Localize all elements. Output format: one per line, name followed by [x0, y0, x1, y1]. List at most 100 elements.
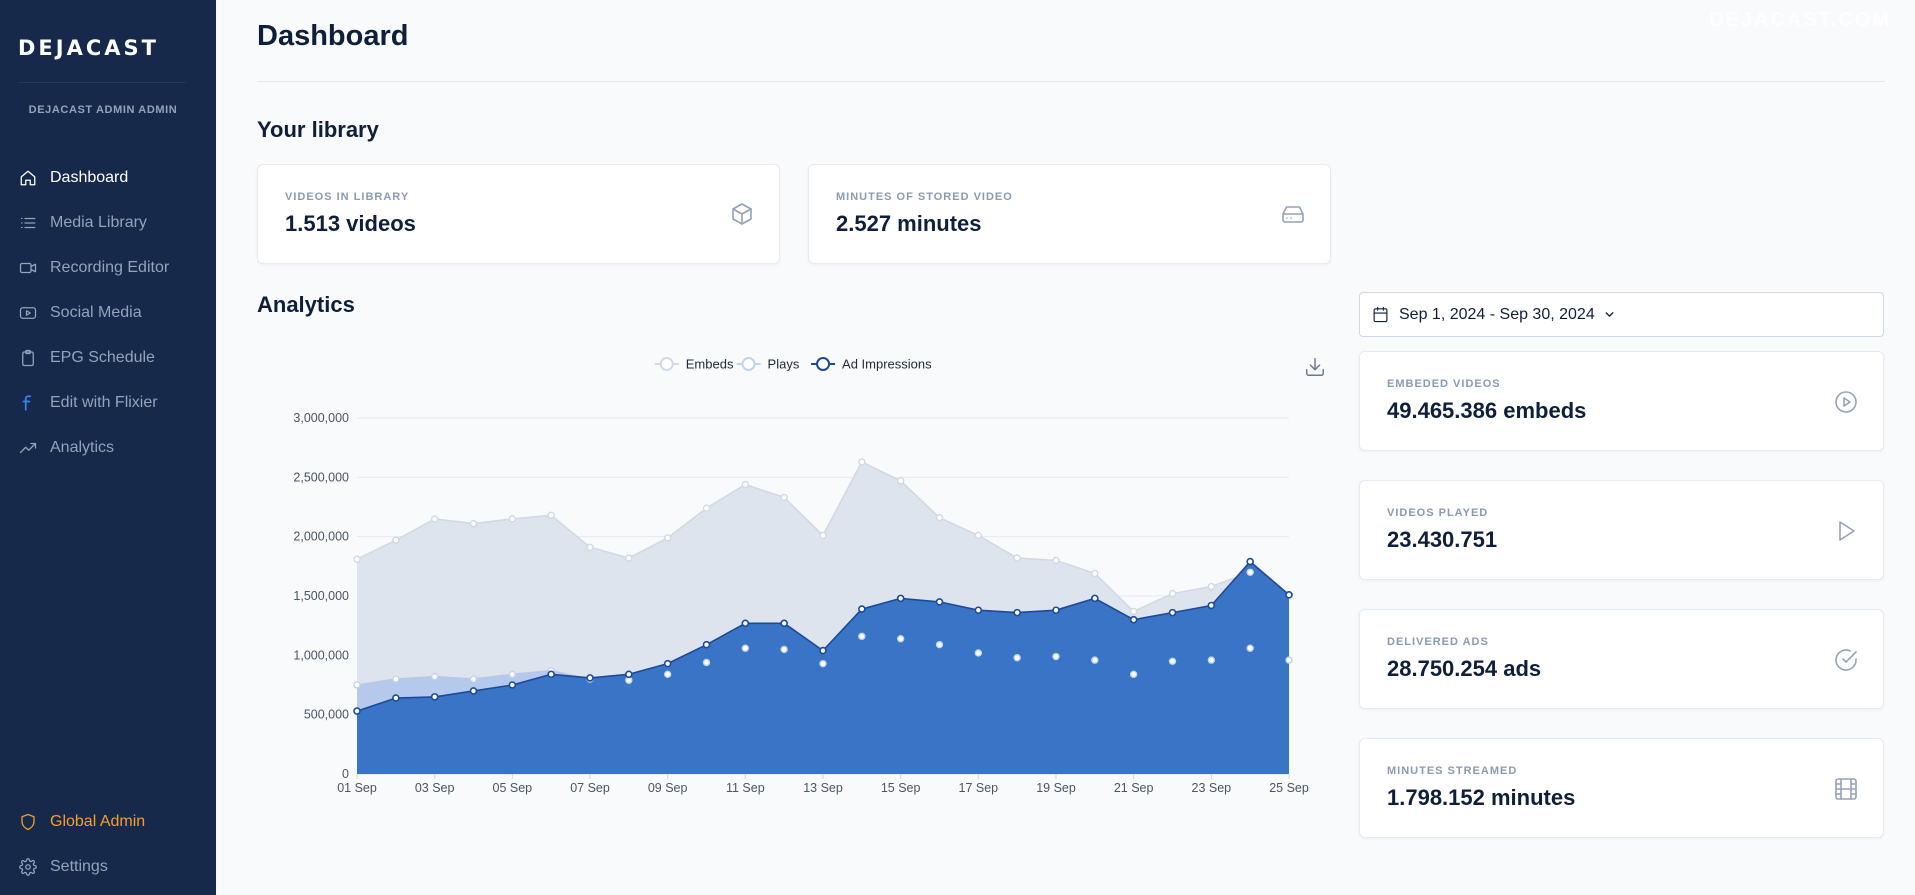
data-point	[780, 493, 788, 502]
x-tick-label: 19 Sep	[1036, 781, 1076, 795]
y-tick-label: 2,500,000	[293, 470, 349, 484]
legend-label: Plays	[768, 357, 800, 372]
legend-swatch-marker	[816, 357, 831, 371]
date-range-picker[interactable]: Sep 1, 2024 - Sep 30, 2024	[1359, 292, 1884, 337]
data-point	[858, 605, 866, 613]
y-tick-label: 1,000,000	[293, 648, 349, 662]
data-point	[1207, 656, 1216, 664]
library-title: Your library	[257, 117, 379, 142]
data-point	[1091, 656, 1099, 664]
sidebar-item-label: Recording Editor	[50, 258, 170, 276]
flixier-icon	[18, 393, 38, 413]
data-point	[858, 458, 866, 466]
data-point	[1129, 615, 1138, 624]
data-point	[1052, 652, 1060, 661]
data-point	[935, 513, 944, 522]
data-point	[702, 504, 711, 512]
cube-icon	[730, 202, 754, 226]
x-tick-label: 01 Sep	[337, 781, 377, 795]
data-point	[1129, 607, 1138, 616]
data-point	[1052, 606, 1060, 615]
sidebar-item-edit-with-flixier[interactable]: Edit with Flixier	[0, 380, 216, 425]
x-tick-label: 15 Sep	[881, 781, 921, 795]
analytics-title: Analytics	[257, 292, 355, 317]
sidebar-item-global-admin[interactable]: Global Admin	[0, 799, 216, 844]
data-point	[392, 694, 400, 702]
x-tick-label: 13 Sep	[803, 781, 843, 795]
x-tick-label: 23 Sep	[1192, 781, 1232, 795]
data-point	[508, 670, 517, 679]
x-tick-label: 03 Sep	[415, 781, 455, 795]
card-value: 49.465.386 embeds	[1387, 398, 1587, 423]
data-point	[1013, 608, 1021, 617]
play-circle-icon	[1834, 390, 1858, 414]
play-icon	[1834, 519, 1858, 543]
data-point	[625, 554, 633, 562]
y-tick-label: 3,000,000	[293, 411, 349, 425]
data-point	[663, 659, 672, 668]
data-point	[974, 606, 983, 615]
logo[interactable]: DEJACAST	[18, 36, 159, 60]
x-tick-label: 05 Sep	[493, 781, 533, 795]
data-point	[1168, 608, 1177, 617]
data-point	[1246, 644, 1254, 652]
data-point	[392, 536, 400, 544]
sidebar-item-label: EPG Schedule	[50, 348, 155, 366]
user-label: DEJACAST ADMIN ADMIN	[28, 104, 178, 116]
x-tick-label: 09 Sep	[648, 781, 688, 795]
series-area-ad-impressions	[357, 561, 1289, 774]
data-point	[430, 693, 439, 701]
data-point	[702, 658, 711, 667]
video-camera-icon	[18, 258, 38, 278]
analytics-area-chart: 0 500,000 1,000,000 1,500,000 2,000,000 2,500…	[293, 357, 1308, 796]
stat-card-videos-played: VIDEOS PLAYED 23.430.751	[1359, 480, 1884, 580]
stat-card-delivered-ads: DELIVERED ADS 28.750.254 ads	[1359, 609, 1884, 709]
card-value: 1.513 videos	[285, 211, 416, 236]
card-value: 2.527 minutes	[836, 211, 982, 236]
list-icon	[18, 213, 38, 233]
data-point	[508, 681, 517, 689]
data-point	[819, 531, 827, 540]
data-point	[1013, 654, 1021, 662]
data-point	[896, 635, 905, 643]
sidebar-item-label: Social Media	[50, 303, 142, 321]
data-point	[430, 672, 439, 681]
data-point	[469, 687, 478, 695]
data-point	[1091, 569, 1099, 578]
sidebar-item-epg-schedule[interactable]: EPG Schedule	[0, 335, 216, 380]
sidebar-item-social-media[interactable]: Social Media	[0, 290, 216, 335]
data-point	[547, 670, 555, 679]
y-tick-label: 0	[342, 767, 349, 781]
data-point	[508, 515, 517, 523]
calendar-icon	[1372, 306, 1389, 323]
sidebar-item-media-library[interactable]: Media Library	[0, 200, 216, 245]
sidebar-nav: Dashboard Media Library Recording Editor…	[0, 155, 216, 470]
sidebar-item-dashboard[interactable]: Dashboard	[0, 155, 216, 200]
data-point	[353, 707, 361, 715]
data-point	[1285, 591, 1293, 599]
sidebar-item-recording-editor[interactable]: Recording Editor	[0, 245, 216, 290]
data-point	[1168, 589, 1177, 598]
data-point	[353, 681, 361, 689]
data-point	[469, 519, 478, 528]
card-label: DELIVERED ADS	[1387, 636, 1489, 648]
sidebar-item-analytics[interactable]: Analytics	[0, 425, 216, 470]
data-point	[1246, 568, 1254, 576]
header-divider	[257, 81, 1885, 82]
card-label: VIDEOS PLAYED	[1387, 507, 1489, 519]
legend-swatch-marker	[659, 357, 674, 371]
page-title: Dashboard	[257, 20, 409, 52]
download-icon	[1304, 358, 1326, 382]
data-point	[430, 515, 439, 523]
data-point	[974, 649, 983, 657]
card-value: 1.798.152 minutes	[1387, 785, 1576, 810]
hard-drive-icon	[1281, 202, 1305, 226]
data-point	[1168, 657, 1177, 665]
download-button[interactable]	[1304, 356, 1328, 380]
card-value: 28.750.254 ads	[1387, 656, 1542, 681]
sidebar-item-label: Analytics	[50, 438, 115, 456]
data-point	[741, 619, 750, 628]
sidebar-item-settings[interactable]: Settings	[0, 844, 216, 889]
data-point	[663, 534, 672, 542]
data-point	[1207, 582, 1216, 591]
